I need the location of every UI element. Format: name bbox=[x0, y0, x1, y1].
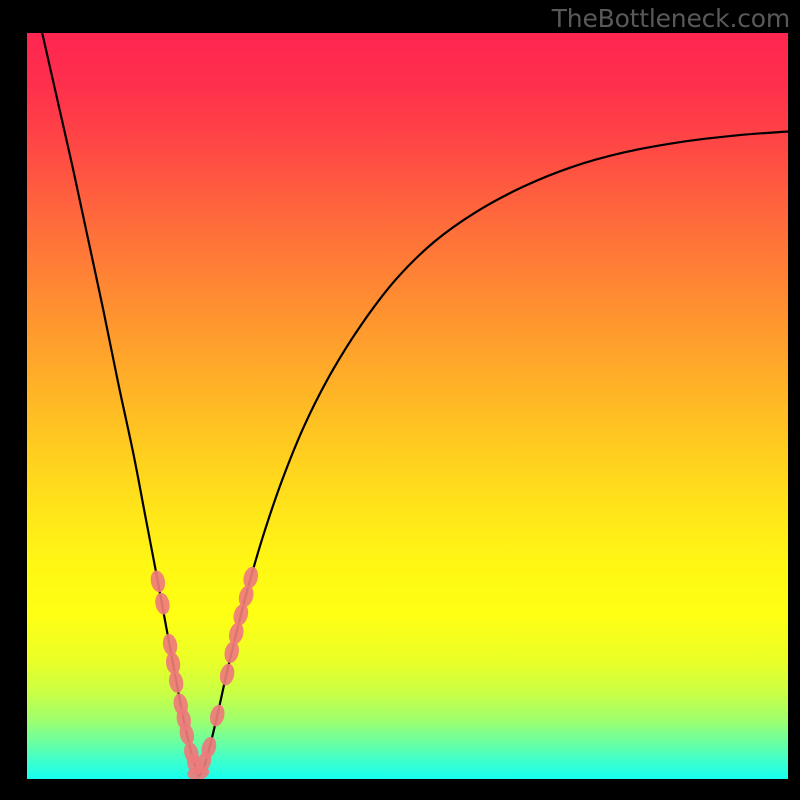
chart-frame-bottom bbox=[0, 779, 800, 800]
chart-frame-left bbox=[0, 0, 27, 800]
chart-gradient-background bbox=[27, 33, 788, 779]
chart-plot-area bbox=[27, 33, 788, 779]
watermark-text: TheBottleneck.com bbox=[552, 4, 790, 33]
chart-frame-right bbox=[788, 0, 800, 800]
bottleneck-chart-svg bbox=[27, 33, 788, 779]
